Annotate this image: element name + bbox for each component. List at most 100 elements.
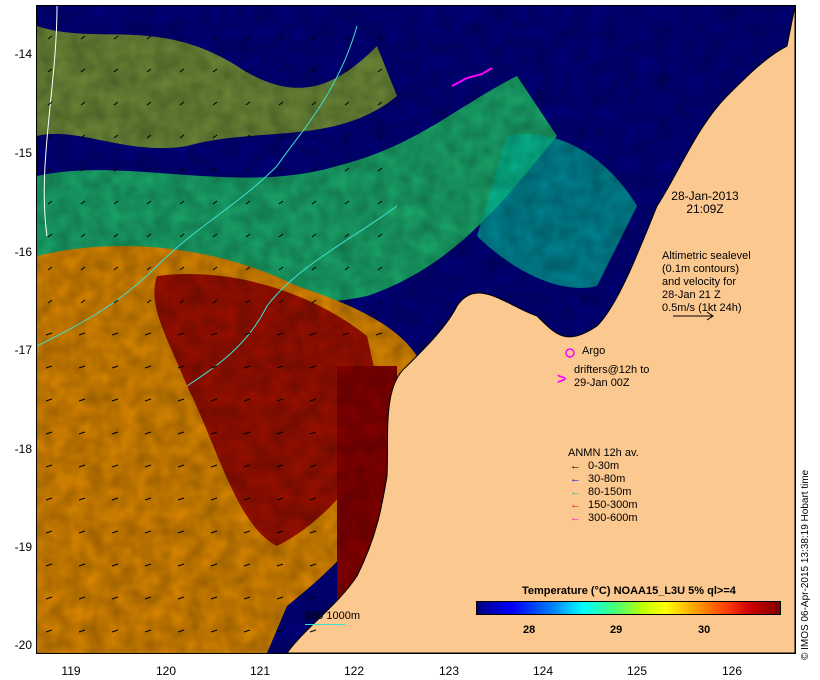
velocity-arrow [344,167,350,172]
velocity-arrow [210,398,218,402]
drifter-track [451,67,493,87]
velocity-arrow [342,332,350,336]
velocity-arrow [113,233,119,238]
velocity-arrow [344,68,350,73]
anmn-label: 300-600m [588,512,638,524]
velocity-arrow [179,299,185,304]
velocity-arrow [344,134,350,139]
velocity-arrow [78,497,86,501]
argo-marker [565,348,575,358]
bathy-200m [37,25,358,347]
velocity-arrow [179,233,185,238]
x-tick: 125 [626,664,648,678]
velocity-arrow [311,101,317,106]
colorbar [476,601,781,615]
velocity-arrow [243,398,251,402]
velocity-arrow [276,431,284,435]
velocity-arrow [144,596,152,600]
velocity-arrow [210,464,218,468]
velocity-arrow [47,68,53,73]
altimetry-line: 28-Jan 21 Z [662,289,721,301]
velocity-arrow [311,233,317,238]
velocity-arrow [311,167,317,172]
velocity-arrow [78,365,86,369]
velocity-arrow [212,233,218,238]
velocity-arrow [80,167,86,172]
velocity-arrow [45,563,53,567]
y-tick: -17 [14,343,32,357]
altimetry-legend: Altimetric sealevel (0.1m contours) and … [662,250,751,315]
drifters-legend: drifters@12h to 29-Jan 00Z [574,364,649,390]
y-tick: -18 [14,442,32,456]
velocity-arrow [212,134,218,139]
y-tick: -20 [14,638,32,652]
velocity-arrow [344,233,350,238]
velocity-arrow [210,530,218,534]
land [286,6,795,653]
map-frame: > [36,5,796,654]
velocity-arrow [210,365,218,369]
velocity-arrow [146,167,152,172]
velocity-arrow [177,365,185,369]
velocity-arrow [146,101,152,106]
anmn-item: ← 150-300m [570,499,638,511]
velocity-arrow [243,464,251,468]
bathy-1000m [43,6,58,237]
velocity-arrow [311,134,317,139]
velocity-arrow [245,266,251,271]
sst-map[interactable]: > [37,6,795,653]
velocity-arrow [344,35,350,40]
x-tick: 119 [61,664,81,678]
velocity-arrow [377,101,383,106]
velocity-arrow [377,299,383,304]
velocity-arrow [47,233,53,238]
anmn-item: ← 80-150m [570,486,632,498]
velocity-arrow [80,233,86,238]
x-tick: 126 [721,664,743,678]
velocity-arrow [245,167,251,172]
velocity-arrow [113,68,119,73]
velocity-arrow [146,200,152,205]
velocity-arrow [375,332,383,336]
velocity-arrow [47,200,53,205]
velocity-arrow [111,563,119,567]
velocity-arrow [111,497,119,501]
velocity-arrow [243,332,251,336]
anmn-title: ANMN 12h av. [568,447,639,459]
velocity-arrow [113,200,119,205]
velocity-arrow [243,629,251,633]
velocity-arrow [309,431,317,435]
velocity-arrow [45,464,53,468]
velocity-arrow [144,464,152,468]
x-tick: 122 [343,664,365,678]
velocity-arrow [377,68,383,73]
velocity-arrow [278,266,284,271]
velocity-arrow [80,35,86,40]
anmn-label: 0-30m [588,460,620,472]
velocity-arrow [80,68,86,73]
velocity-arrow [144,530,152,534]
drifters-line: drifters@12h to [574,364,650,376]
velocity-arrow [113,266,119,271]
velocity-arrow [276,629,284,633]
velocity-arrow [177,563,185,567]
velocity-arrow [278,35,284,40]
velocity-arrow [144,365,152,369]
velocity-arrow [344,266,350,271]
velocity-arrow [111,431,119,435]
velocity-arrows [45,35,383,633]
velocity-arrow [45,398,53,402]
colorbar-title: Temperature (°C) NOAA15_L3U 5% ql>=4 [522,585,736,597]
velocity-arrow [78,398,86,402]
velocity-arrow [179,134,185,139]
velocity-arrow [80,266,86,271]
velocity-arrow [276,497,284,501]
velocity-arrow [278,68,284,73]
date-label: 28-Jan-2013 21:09Z [660,190,750,216]
velocity-arrow [309,398,317,402]
x-tick: 124 [532,664,554,678]
velocity-arrow [144,332,152,336]
velocity-arrow [344,101,350,106]
velocity-arrow [377,134,383,139]
velocity-arrow [212,35,218,40]
